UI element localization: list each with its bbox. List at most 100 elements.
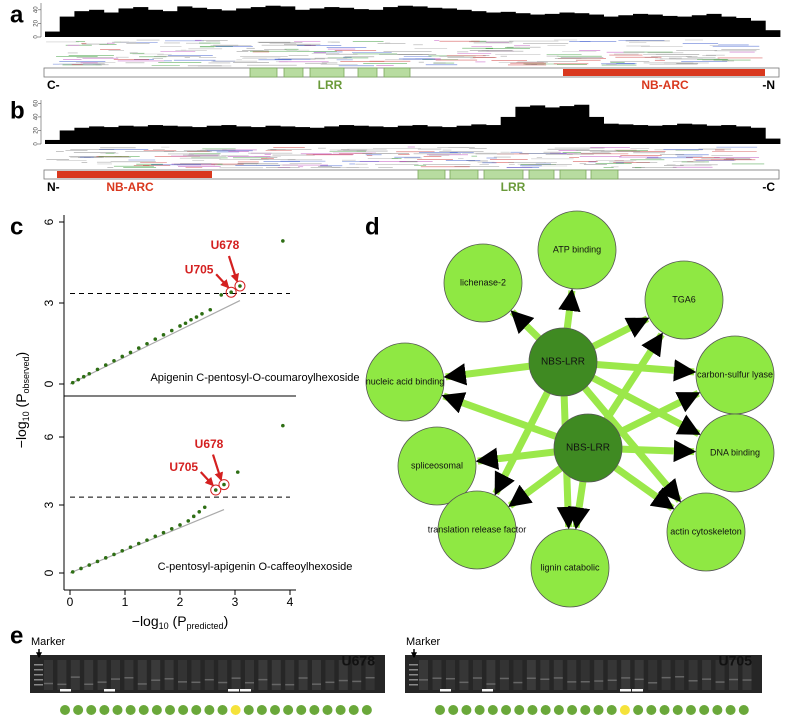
qq-point: [202, 505, 207, 510]
qq-point: [161, 333, 166, 337]
qq-point: [191, 514, 196, 519]
gel-lane: [499, 660, 509, 690]
gel-lane: [459, 660, 469, 690]
panel-label: b: [10, 97, 25, 124]
x-tick-label: 4: [287, 595, 294, 609]
gel-lane: [742, 660, 752, 690]
lrr-repeat: [249, 67, 278, 78]
gel-band: [688, 680, 698, 682]
y-tick-label: 3: [42, 501, 56, 508]
gel-band: [57, 683, 67, 686]
coverage-bar: [765, 138, 781, 144]
coverage-bar: [309, 8, 325, 38]
gel-band: [111, 678, 120, 680]
coverage-bar: [397, 5, 413, 38]
gel-lane: [513, 660, 523, 690]
coverage-bar: [368, 126, 384, 144]
gel-title: U705: [719, 653, 753, 669]
qq-point: [128, 350, 133, 355]
qq-point: [186, 519, 191, 523]
annotation: U705: [185, 262, 214, 276]
gel-band: [648, 682, 658, 684]
label-part: ): [224, 613, 229, 629]
coverage-bar: [324, 7, 340, 37]
gel-band: [312, 683, 321, 685]
gel-band: [151, 679, 161, 681]
domain-label: NB-ARC: [641, 78, 689, 92]
coverage-bar: [103, 12, 119, 37]
coverage-bar: [515, 106, 531, 144]
coverage-bar: [250, 7, 266, 37]
genotype-dot: [712, 705, 723, 715]
node-label: translation release factor: [428, 524, 527, 534]
genotype-dot: [725, 705, 736, 715]
coverage-bar: [647, 14, 663, 37]
network-node: [528, 327, 598, 397]
highlight-ring: [210, 484, 222, 496]
coverage-bar: [706, 13, 722, 37]
gel-band: [742, 679, 752, 681]
genotype-dot: [270, 705, 280, 715]
network-node: [553, 413, 623, 483]
genotype-dot: [204, 705, 215, 715]
panel-label: d: [365, 213, 380, 240]
gel-band: [459, 681, 469, 684]
label-part: −log: [13, 421, 29, 448]
genotype-dot: [296, 705, 307, 715]
network-node: [397, 426, 477, 506]
gel-band: [567, 681, 577, 683]
qq-point: [120, 548, 125, 553]
coverage-bar: [427, 7, 443, 37]
coverage-bar: [588, 116, 604, 144]
qq-point: [281, 423, 285, 428]
genotype-dot: [699, 705, 710, 715]
gel-band: [124, 677, 134, 679]
qq-point: [197, 510, 202, 514]
gel-lane: [164, 660, 174, 690]
gel-lane: [661, 660, 671, 690]
y-tick-label: 40: [34, 113, 40, 120]
gel-lane: [325, 660, 335, 690]
coverage-bar: [192, 127, 208, 144]
gel-band: [70, 676, 80, 678]
coverage-bar: [206, 125, 222, 144]
coverage-bar: [221, 125, 237, 144]
gel-band: [245, 681, 254, 684]
gel-band: [607, 679, 617, 682]
label-part: (P: [169, 613, 187, 629]
coverage-bar: [559, 12, 575, 37]
coverage-bar: [133, 7, 149, 37]
coverage-bar: [618, 15, 634, 37]
coverage-bar: [735, 126, 751, 144]
gel-band: [445, 677, 455, 680]
coverage-bar: [162, 125, 178, 144]
coverage-bar: [515, 13, 531, 37]
qq-point: [103, 556, 108, 560]
gel-lane: [258, 660, 268, 690]
coverage-bar: [471, 11, 487, 37]
gel-lane: [338, 660, 348, 690]
node-label: DNA binding: [710, 447, 760, 457]
genotype-dot: [230, 705, 241, 715]
bright-band: [104, 689, 115, 692]
genotype-dot: [567, 705, 578, 715]
x-tick-label: 2: [177, 595, 184, 609]
gel-band: [97, 681, 107, 683]
qq-point: [95, 367, 100, 372]
genotype-dot: [659, 705, 670, 715]
coverage-bar: [236, 126, 252, 144]
lrr-repeat: [483, 169, 524, 180]
genotype-dot: [178, 705, 189, 715]
highlight-ring: [234, 280, 246, 292]
qq-point: [229, 290, 233, 295]
coverage-bar: [412, 6, 428, 38]
genotype-dot: [487, 705, 498, 715]
annotation-arrow: [227, 255, 239, 283]
qq-point: [200, 312, 204, 316]
y-tick-label: 6: [42, 433, 56, 440]
coverage-bar: [177, 6, 193, 38]
gel-band: [419, 679, 428, 681]
gel-lane: [70, 660, 80, 690]
marker-label: Marker: [406, 636, 441, 648]
gel-band: [258, 678, 268, 681]
